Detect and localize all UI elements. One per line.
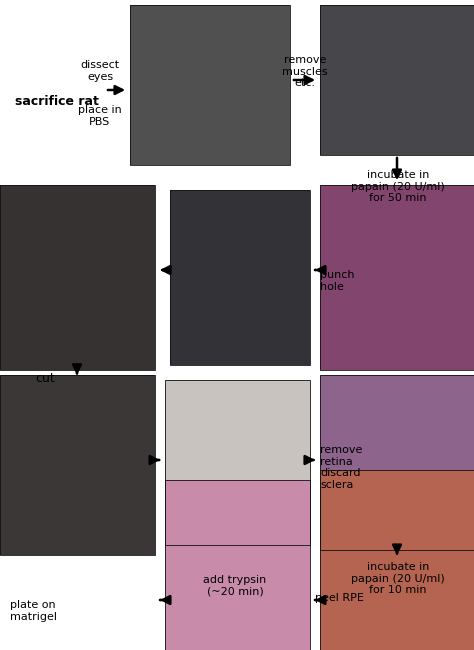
Bar [320, 470, 474, 650]
Text: peel RPE: peel RPE [315, 593, 364, 603]
Bar [0, 185, 155, 370]
Text: cut: cut [35, 372, 55, 385]
Text: punch
hole: punch hole [320, 270, 355, 292]
Text: incubate in
papain (20 U/ml)
for 50 min: incubate in papain (20 U/ml) for 50 min [351, 170, 445, 203]
Bar [320, 5, 474, 155]
Text: sacrifice rat: sacrifice rat [15, 95, 99, 108]
Bar [130, 5, 290, 165]
Text: dissect
eyes: dissect eyes [81, 60, 119, 82]
Text: incubate in
papain (20 U/ml)
for 10 min: incubate in papain (20 U/ml) for 10 min [351, 562, 445, 595]
Bar [320, 375, 474, 550]
Bar [320, 185, 474, 370]
Text: remove
retina
discard
sclera: remove retina discard sclera [320, 445, 363, 490]
Text: add trypsin
(~20 min): add trypsin (~20 min) [203, 575, 266, 597]
Bar [0, 375, 155, 555]
Bar [165, 480, 310, 650]
Text: place in
PBS: place in PBS [78, 105, 122, 127]
Bar [165, 380, 310, 545]
Text: plate on
matrigel: plate on matrigel [10, 600, 57, 621]
Bar [170, 190, 310, 365]
Text: remove
muscles
etc.: remove muscles etc. [282, 55, 328, 88]
